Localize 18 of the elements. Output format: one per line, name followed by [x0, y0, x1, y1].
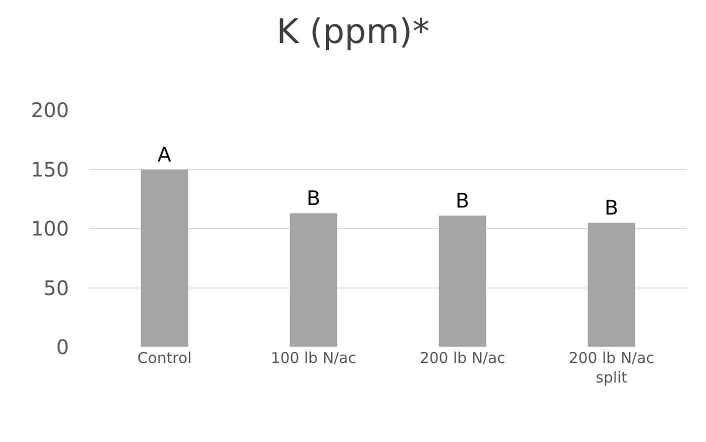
chart-title: K (ppm)*: [276, 12, 430, 52]
y-tick-label: 50: [44, 276, 69, 300]
data-label: B: [456, 188, 470, 212]
data-label: A: [158, 142, 172, 166]
x-tick-label: 200 lb N/ac split: [568, 349, 654, 386]
bar: [140, 169, 189, 347]
y-tick-label: 0: [56, 335, 69, 359]
y-tick-label: 100: [30, 216, 69, 240]
y-tick-label: 150: [30, 157, 69, 182]
y-tick-label: 200: [30, 98, 69, 122]
data-label: B: [604, 196, 618, 220]
x-tick-label: Control: [137, 349, 192, 367]
bar: [587, 222, 636, 347]
x-tick-label: 100 lb N/ac: [270, 349, 356, 367]
x-tick-label: 200 lb N/ac: [420, 349, 506, 367]
data-label: B: [306, 186, 320, 210]
bar: [438, 215, 487, 347]
bar: [289, 212, 338, 347]
